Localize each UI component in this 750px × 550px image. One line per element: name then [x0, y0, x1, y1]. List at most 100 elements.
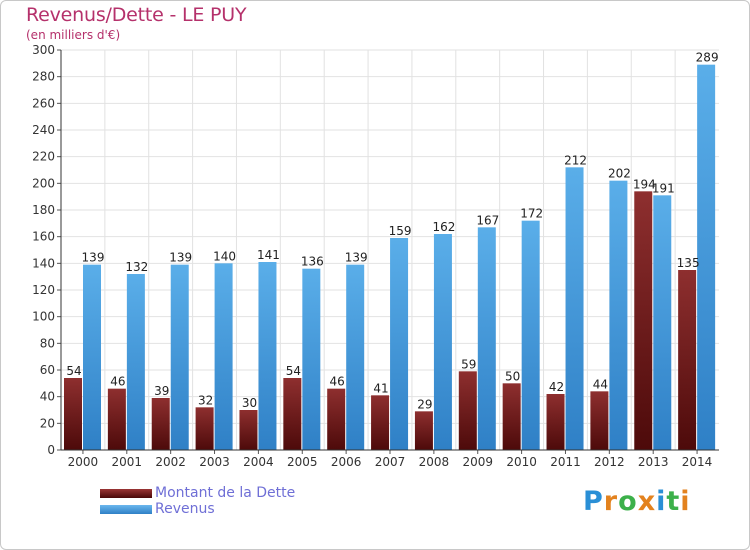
y-tick-label-140: 140	[32, 256, 55, 270]
legend-swatch-revenue	[100, 505, 152, 514]
chart-subtitle: (en milliers d'€)	[26, 28, 121, 42]
bar-revenue-2010	[521, 220, 540, 450]
value-label-revenue-2011: 212	[564, 153, 587, 167]
bar-revenue-2003	[214, 263, 233, 450]
value-label-debt-2011: 42	[549, 380, 564, 394]
bar-revenue-2008	[433, 234, 452, 450]
x-tick-label-2011: 2011	[550, 455, 581, 469]
y-tick-label-40: 40	[40, 390, 55, 404]
bar-revenue-2005	[302, 268, 321, 450]
value-label-debt-2001: 46	[110, 375, 125, 389]
legend-label-revenue: Revenus	[155, 501, 215, 517]
bar-revenue-2014	[697, 64, 716, 451]
axes	[57, 49, 719, 454]
logo-letter: o	[618, 486, 638, 517]
y-tick-label-280: 280	[32, 70, 55, 84]
y-tick-label-160: 160	[32, 230, 55, 244]
y-tick-label-220: 220	[32, 150, 55, 164]
bar-revenue-2013	[653, 195, 672, 450]
value-label-revenue-2004: 141	[257, 248, 280, 262]
legend-swatch-debt	[100, 489, 152, 498]
bar-debt-2014	[678, 270, 697, 450]
value-label-revenue-2009: 167	[476, 213, 499, 227]
y-tick-label-180: 180	[32, 203, 55, 217]
y-tick-label-20: 20	[40, 416, 55, 430]
value-label-debt-2005: 54	[286, 364, 301, 378]
logo-letter: t	[666, 486, 681, 517]
logo-letter: r	[603, 486, 619, 517]
bar-debt-2002	[151, 398, 170, 450]
x-tick-label-2014: 2014	[682, 455, 713, 469]
bar-revenue-2012	[609, 180, 628, 450]
bars	[64, 64, 716, 451]
value-label-debt-2000: 54	[66, 364, 81, 378]
chart-title: Revenus/Dette - LE PUY	[26, 4, 247, 26]
value-label-debt-2002: 39	[154, 384, 169, 398]
value-label-revenue-2002: 139	[169, 251, 192, 265]
value-label-revenue-2010: 172	[520, 207, 543, 221]
y-tick-label-60: 60	[40, 363, 55, 377]
x-tick-label-2004: 2004	[243, 455, 274, 469]
y-tick-label-100: 100	[32, 310, 55, 324]
y-tick-label-0: 0	[47, 443, 55, 457]
y-tick-label-80: 80	[40, 336, 55, 350]
bar-debt-2006	[327, 388, 346, 450]
legend-label-debt: Montant de la Dette	[155, 485, 296, 501]
value-label-revenue-2005: 136	[301, 255, 324, 269]
bar-debt-2012	[590, 391, 609, 450]
x-tick-label-2002: 2002	[155, 455, 186, 469]
bar-debt-2003	[195, 407, 214, 450]
x-tick-label-2006: 2006	[331, 455, 362, 469]
value-label-debt-2010: 50	[505, 369, 520, 383]
y-tick-label-260: 260	[32, 96, 55, 110]
logo-letter: x	[637, 486, 657, 517]
bar-debt-2000	[64, 378, 82, 450]
bar-debt-2007	[371, 395, 390, 450]
value-label-debt-2006: 46	[330, 375, 345, 389]
x-tick-label-2009: 2009	[462, 455, 493, 469]
bar-revenue-2004	[258, 262, 277, 450]
value-label-debt-2012: 44	[593, 377, 608, 391]
logo-letter: i	[656, 486, 667, 517]
y-tick-label-120: 120	[32, 283, 55, 297]
bar-debt-2008	[414, 411, 433, 450]
bar-revenue-2000	[83, 264, 101, 450]
x-tick-label-2013: 2013	[638, 455, 669, 469]
value-label-revenue-2008: 162	[432, 220, 455, 234]
x-tick-label-2000: 2000	[68, 455, 99, 469]
x-tick-label-2008: 2008	[419, 455, 450, 469]
logo-letter: P	[583, 486, 604, 517]
value-label-revenue-2001: 132	[125, 260, 148, 274]
y-tick-label-240: 240	[32, 123, 55, 137]
bar-revenue-2002	[170, 264, 189, 450]
value-label-debt-2003: 32	[198, 393, 213, 407]
value-label-debt-2008: 29	[417, 397, 432, 411]
x-tick-label-2012: 2012	[594, 455, 625, 469]
value-label-debt-2014: 135	[677, 256, 700, 270]
x-tick-label-2007: 2007	[375, 455, 406, 469]
value-label-revenue-2013: 191	[652, 181, 675, 195]
value-label-revenue-2006: 139	[345, 251, 368, 265]
bar-debt-2005	[283, 378, 302, 450]
bar-debt-2009	[458, 371, 477, 450]
y-tick-label-300: 300	[32, 43, 55, 57]
bar-revenue-2011	[565, 167, 584, 451]
bar-revenue-2007	[390, 238, 409, 450]
value-label-debt-2013: 194	[633, 177, 656, 191]
bar-debt-2013	[634, 191, 653, 451]
logo-letter: i	[680, 486, 691, 517]
value-label-revenue-2003: 140	[213, 249, 236, 263]
y-tick-label-200: 200	[32, 176, 55, 190]
x-tick-label-2001: 2001	[112, 455, 143, 469]
value-label-debt-2009: 59	[461, 357, 476, 371]
x-tick-label-2005: 2005	[287, 455, 318, 469]
bar-debt-2010	[502, 383, 521, 450]
bar-debt-2001	[107, 388, 126, 450]
proxiti-logo: Proxiti	[583, 486, 691, 517]
bar-revenue-2006	[346, 264, 365, 450]
bar-revenue-2001	[126, 274, 145, 450]
bar-revenue-2009	[477, 227, 496, 450]
value-label-revenue-2014: 289	[696, 51, 719, 65]
value-label-revenue-2012: 202	[608, 167, 631, 181]
